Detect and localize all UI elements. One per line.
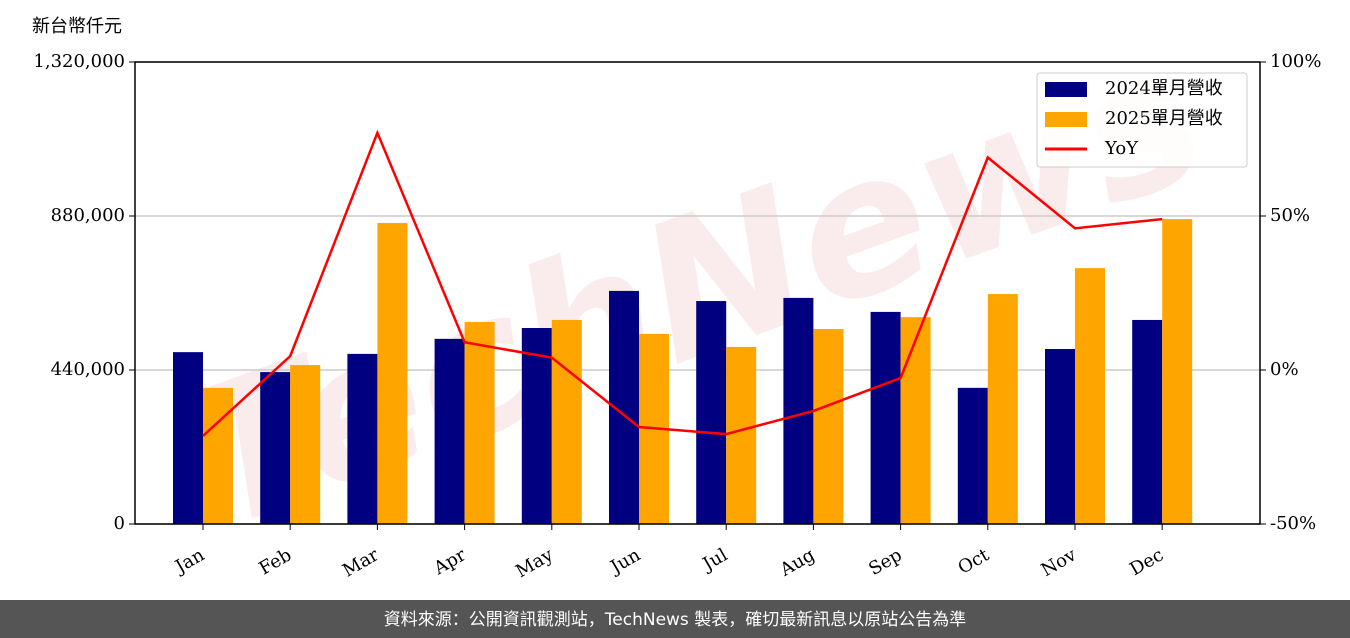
bar [1075,268,1105,524]
bar [813,329,844,524]
bar [464,322,495,524]
legend-swatch [1045,82,1087,97]
bar [173,352,203,524]
x-tick-label: May [512,544,557,582]
legend-label: 2024單月營收 [1105,78,1223,99]
bar [1132,319,1163,524]
bar [260,372,291,524]
bar [377,223,408,524]
bar [434,338,465,524]
legend-box [1036,72,1248,168]
y-tick-label: 880,000 [51,205,125,226]
bar [870,311,901,524]
bar [521,328,552,524]
legend-label: 2025單月營收 [1105,108,1223,129]
x-tick-label: Mar [339,544,383,581]
bar [726,346,757,524]
x-tick-label: Dec [1126,544,1167,580]
x-tick-label: Sep [865,544,905,579]
bar [783,297,814,524]
footer-band [0,600,1350,638]
bar [900,317,931,524]
x-tick-label: Apr [430,544,470,579]
x-tick-label: Aug [776,544,819,581]
bar [203,387,233,524]
source-note: 資料來源：公開資訊觀測站，TechNews 製表，確切最新訊息以原站公告為準 [384,610,966,630]
x-tick-label: Oct [955,544,994,579]
y-tick-label: 440,000 [51,359,125,380]
bar [696,301,727,524]
plot-frame [134,61,1261,525]
bar [1162,219,1193,524]
y-tick-label: 1,320,000 [33,51,125,72]
x-tick-label: Jan [170,544,208,578]
x-tick-label: Nov [1038,544,1081,581]
x-tick-label: Jun [605,544,644,579]
y2-tick-label: 50% [1270,205,1310,226]
bar [347,353,378,524]
bar [987,294,1018,524]
bar [1045,349,1075,524]
y2-tick-label: 0% [1270,359,1299,380]
bar [551,319,582,524]
bar [290,365,321,524]
x-tick-label: Jul [698,544,732,576]
line [202,129,1163,437]
legend-swatch [1045,112,1087,127]
y-axis-label: 新台幣仟元 [32,16,122,37]
y-tick-label: 0 [114,513,125,534]
y2-tick-label: 100% [1270,51,1321,72]
legend-label: YoY [1104,138,1139,159]
y2-tick-label: -50% [1270,513,1316,534]
bar [957,387,988,524]
